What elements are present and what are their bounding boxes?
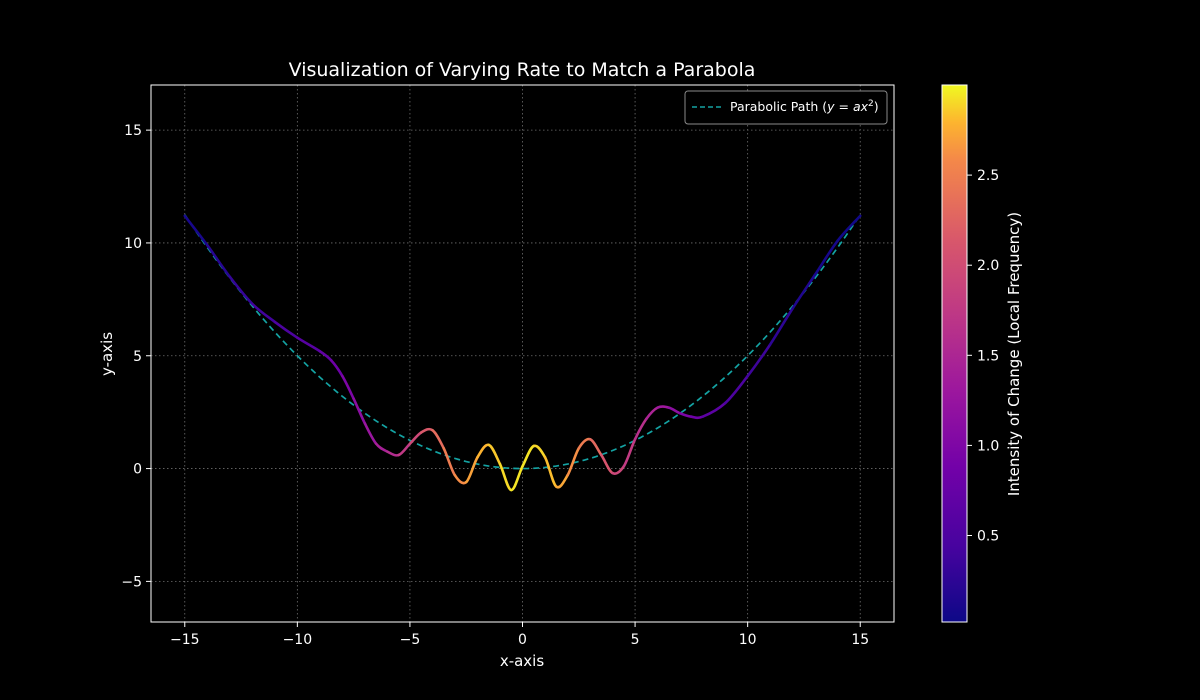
x-tick-label: −10 <box>283 632 313 648</box>
series-segment <box>442 446 457 477</box>
colorbar-tick-label: 1.5 <box>977 348 999 364</box>
x-tick-label: −15 <box>170 632 200 648</box>
colorbar: 0.5 1.0 1.5 2.0 2.5 Intensity of Change (Loc… <box>941 84 1023 623</box>
series-segment <box>543 455 558 488</box>
series-segment <box>532 444 547 459</box>
y-tick-label: 10 <box>124 236 142 252</box>
series-segment <box>228 275 254 306</box>
series-segment <box>341 374 355 400</box>
y-ticks: −5 0 5 10 15 <box>121 123 151 590</box>
legend-exponent: 2 <box>868 99 874 109</box>
series-segment <box>723 374 749 405</box>
colorbar-tick-label: 2.5 <box>977 168 999 184</box>
series-segment <box>251 302 277 324</box>
y-axis-label: y-axis <box>98 332 116 376</box>
parabola-line <box>184 214 861 470</box>
series-segment <box>318 349 333 362</box>
y-tick-label: 5 <box>133 349 142 365</box>
series-segment <box>768 307 794 346</box>
legend: Parabolic Path (y = ax2) <box>684 90 888 125</box>
series-segment <box>273 320 299 340</box>
colorbar-label: Intensity of Change (Local Frequency) <box>1005 212 1023 496</box>
series-segment <box>701 401 727 418</box>
series-segment <box>656 405 671 409</box>
series-segment <box>633 417 648 441</box>
series-segment <box>554 474 569 489</box>
series-segment <box>296 336 322 353</box>
series-segment <box>791 273 817 310</box>
series-segment <box>813 239 840 276</box>
series-segment <box>397 442 412 457</box>
colorbar-tick-label: 2.0 <box>977 258 999 274</box>
series-segment <box>690 415 704 420</box>
legend-entry-parabola: Parabolic Path (y = ax2) <box>730 99 879 114</box>
x-tick-label: 10 <box>739 632 757 648</box>
series-segment <box>329 358 344 378</box>
series-segment <box>746 343 772 378</box>
colorbar-tick-label: 1.0 <box>977 438 999 454</box>
chart-title: Visualization of Varying Rate to Match a… <box>289 59 756 81</box>
legend-box <box>684 90 888 125</box>
legend-equation: y = ax <box>826 99 868 114</box>
series-segment <box>431 428 445 450</box>
grid <box>151 85 894 622</box>
x-ticks: −15 −10 −5 0 5 10 15 <box>170 622 869 648</box>
series-segment <box>622 437 637 468</box>
series-segment <box>464 455 479 484</box>
y-tick-label: −5 <box>121 574 142 590</box>
colorbar-tick-label: 0.5 <box>977 529 999 545</box>
x-tick-label: −5 <box>400 632 421 648</box>
series-segment <box>611 465 626 475</box>
series-segment <box>487 443 502 466</box>
x-axis-label: x-axis <box>500 652 545 670</box>
x-tick-label: 5 <box>631 632 640 648</box>
y-tick-label: 15 <box>124 123 142 139</box>
series-segment <box>836 214 862 242</box>
series-segment <box>183 214 209 247</box>
series-segment <box>205 243 232 279</box>
y-tick-label: 0 <box>133 462 142 478</box>
oscillating-series <box>183 214 862 492</box>
series-segment <box>588 437 603 457</box>
legend-label: Parabolic Path <box>730 99 818 114</box>
colorbar-gradient <box>941 84 968 623</box>
plot-frame <box>150 84 895 623</box>
x-tick-label: 15 <box>851 632 869 648</box>
colorbar-ticks: 0.5 1.0 1.5 2.0 2.5 <box>967 168 999 545</box>
parabola-series <box>184 214 861 470</box>
series-segment <box>363 422 378 446</box>
x-tick-label: 0 <box>518 632 527 648</box>
series-segment <box>566 446 581 477</box>
series-segment <box>509 465 524 492</box>
series-segment <box>352 397 367 425</box>
